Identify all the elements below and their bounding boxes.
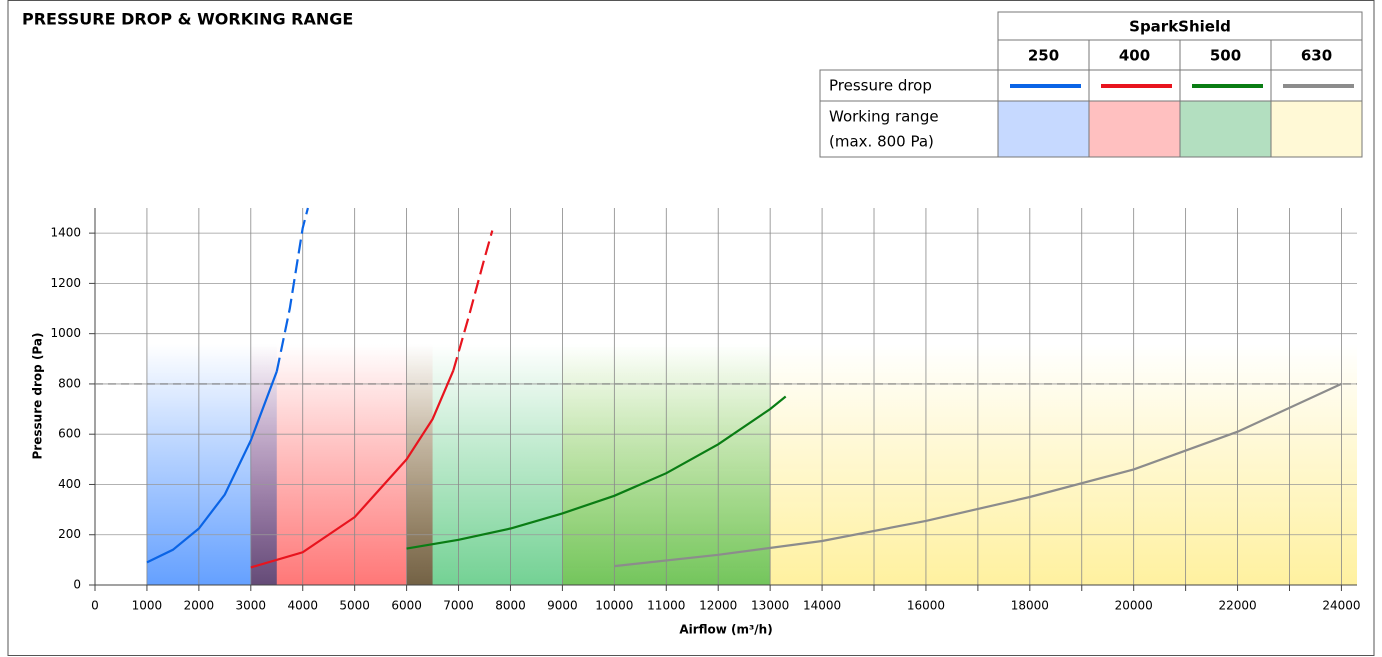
pressure-curve	[275, 207, 309, 372]
x-tick-label: 13000	[751, 599, 789, 613]
x-tick-label: 0	[91, 599, 99, 613]
legend-swatch	[1088, 100, 1181, 158]
x-tick-label: 9000	[547, 599, 578, 613]
x-tick-label: 5000	[339, 599, 370, 613]
x-tick-label: 22000	[1218, 599, 1256, 613]
pressure-curve	[146, 371, 278, 564]
pressure-curve	[614, 382, 1342, 568]
x-tick-label: 16000	[907, 599, 945, 613]
y-tick-label: 400	[58, 477, 81, 491]
x-tick-label: 10000	[595, 599, 633, 613]
y-tick-label: 200	[58, 527, 81, 541]
y-tick-label: 1400	[50, 226, 81, 240]
x-tick-label: 14000	[803, 599, 841, 613]
pressure-curve	[406, 395, 787, 550]
legend-row-label: Pressure drop	[829, 77, 932, 95]
legend-swatch	[1270, 100, 1363, 158]
chart-title: PRESSURE DROP & WORKING RANGE	[22, 10, 353, 29]
y-tick-label: 1000	[50, 326, 81, 340]
legend-cell	[997, 39, 1090, 71]
x-tick-label: 1000	[132, 599, 163, 613]
x-tick-label: 2000	[184, 599, 215, 613]
legend-title: SparkShield	[1129, 18, 1231, 36]
pressure-curve	[250, 370, 455, 569]
legend-cell	[819, 69, 999, 102]
x-tick-label: 20000	[1115, 599, 1153, 613]
x-tick-label: 4000	[287, 599, 318, 613]
x-tick-label: 7000	[443, 599, 474, 613]
working-range	[250, 343, 433, 585]
x-axis-label: Airflow (m³/h)	[679, 623, 772, 637]
legend-label: 400	[1119, 47, 1150, 65]
y-axis-label: Pressure drop (Pa)	[31, 333, 45, 460]
x-tick-label: 24000	[1322, 599, 1360, 613]
y-tick-label: 800	[58, 376, 81, 390]
x-tick-label: 3000	[236, 599, 267, 613]
legend-label: 630	[1301, 47, 1332, 65]
legend-cell	[1270, 39, 1363, 71]
y-tick-label: 1200	[50, 276, 81, 290]
legend-swatch	[1179, 100, 1272, 158]
x-tick-label: 6000	[391, 599, 422, 613]
frame	[7, 0, 1375, 656]
legend-row-label: (max. 800 Pa)	[829, 133, 934, 151]
legend-swatch	[997, 100, 1090, 158]
legend-cell	[1179, 39, 1272, 71]
plot	[146, 343, 1357, 585]
y-tick-label: 600	[58, 427, 81, 441]
legend-label: 500	[1210, 47, 1241, 65]
x-tick-label: 11000	[647, 599, 685, 613]
legend-label: 250	[1028, 47, 1059, 65]
pressure-curve	[452, 230, 494, 371]
x-tick-label: 18000	[1011, 599, 1049, 613]
x-tick-label: 8000	[495, 599, 526, 613]
x-tick-label: 12000	[699, 599, 737, 613]
y-tick-label: 0	[73, 578, 81, 592]
legend-row-label: Working range	[829, 108, 939, 126]
